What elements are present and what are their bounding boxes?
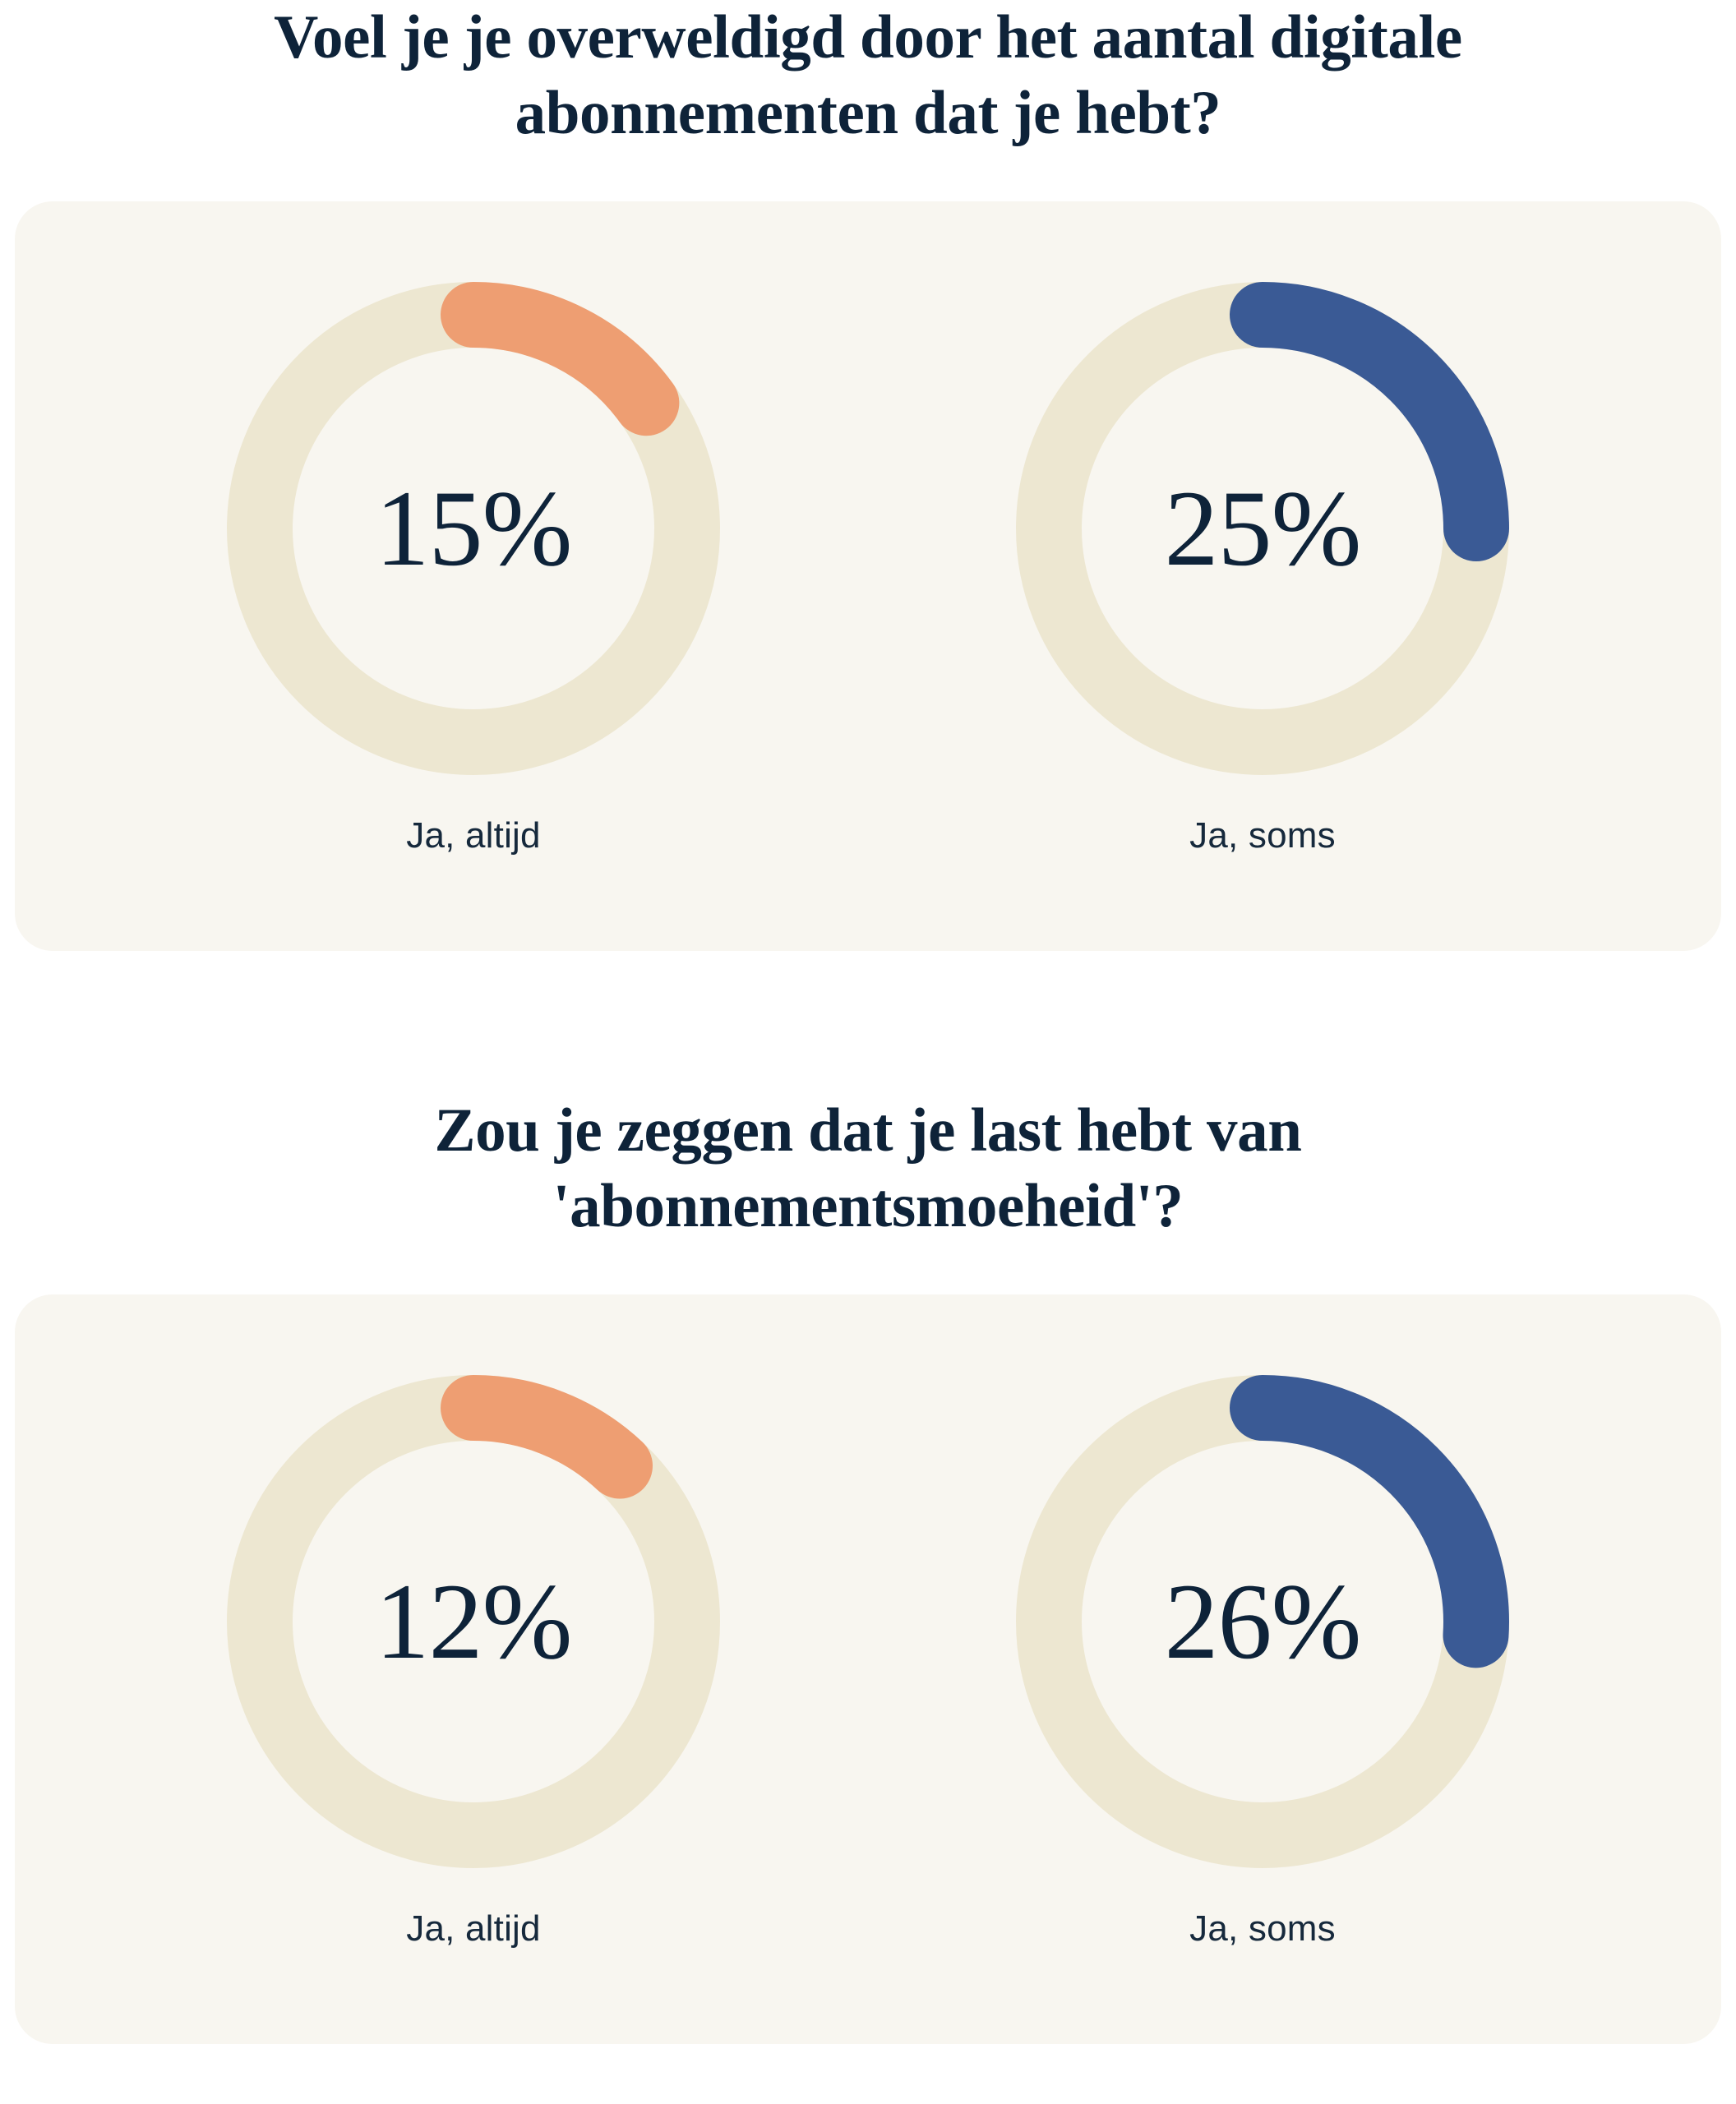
gauge-row: 12% Ja, altijd 26% Ja, soms: [15, 1294, 1721, 2044]
donut-svg: [227, 282, 720, 775]
donut-svg: [1016, 282, 1509, 775]
heading-line-1: Voel je je overweldigd door het aantal d…: [274, 3, 1462, 72]
survey-section-fatigue: Zou je zeggen dat je last hebt van 'abon…: [0, 1093, 1736, 2044]
page-title: Voel je je overweldigd door het aantal d…: [0, 0, 1736, 150]
donut-value-arc: [1016, 1375, 1509, 1868]
donut-value-text: 12%: [375, 1561, 573, 1682]
gauge-ja-soms: 26% Ja, soms: [868, 1294, 1657, 1947]
gauge-card: 12% Ja, altijd 26% Ja, soms: [15, 1294, 1721, 2044]
gauge-ja-soms: 25% Ja, soms: [868, 201, 1657, 854]
donut-value-text: 25%: [1164, 468, 1362, 588]
gauge-ja-altijd: 15% Ja, altijd: [79, 201, 868, 854]
gauge-label: Ja, altijd: [406, 1908, 541, 1949]
gauge-card: 15% Ja, altijd 25% Ja, soms: [15, 201, 1721, 951]
donut-value-text: 15%: [375, 468, 573, 588]
donut-chart: 25%: [1016, 282, 1509, 775]
gauge-ja-altijd: 12% Ja, altijd: [79, 1294, 868, 1947]
gauge-label: Ja, soms: [1189, 1908, 1336, 1949]
survey-section-overwhelmed: Voel je je overweldigd door het aantal d…: [0, 0, 1736, 951]
gauge-row: 15% Ja, altijd 25% Ja, soms: [15, 201, 1721, 951]
donut-value-arc: [227, 1375, 720, 1868]
donut-chart: 15%: [227, 282, 720, 775]
donut-svg: [1016, 1375, 1509, 1868]
gauge-label: Ja, soms: [1189, 815, 1336, 856]
donut-svg: [227, 1375, 720, 1868]
gauge-label: Ja, altijd: [406, 815, 541, 856]
heading-line-1: Zou je zeggen dat je last hebt van: [434, 1096, 1302, 1165]
donut-chart: 12%: [227, 1375, 720, 1868]
heading-line-2: 'abonnementsmoeheid'?: [552, 1171, 1184, 1240]
donut-chart: 26%: [1016, 1375, 1509, 1868]
heading-line-2: abonnementen dat je hebt?: [515, 78, 1221, 147]
donut-value-arc: [1016, 282, 1509, 775]
donut-value-arc: [227, 282, 720, 775]
donut-value-text: 26%: [1164, 1561, 1362, 1682]
page-title: Zou je zeggen dat je last hebt van 'abon…: [0, 1093, 1736, 1243]
